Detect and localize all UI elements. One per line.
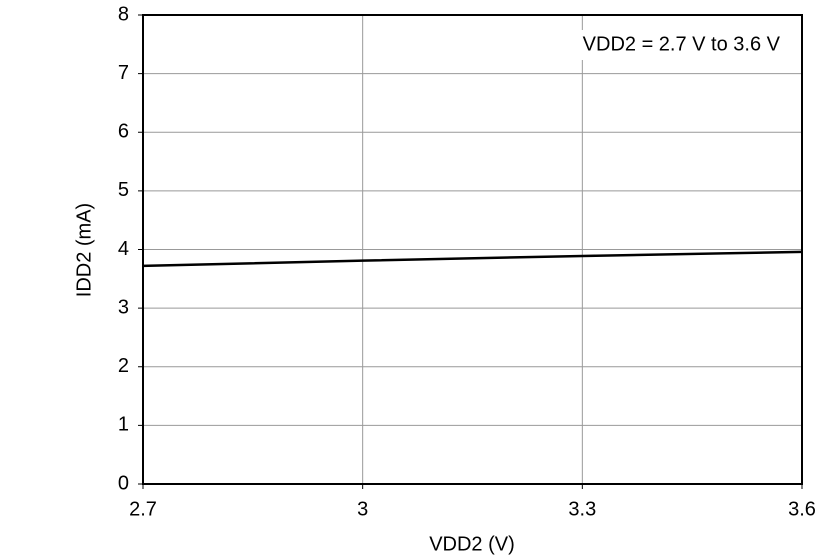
- y-axis-label: IDD2 (mA): [73, 203, 95, 297]
- y-tick-label: 2: [118, 355, 129, 377]
- y-tick-label: 1: [118, 414, 129, 436]
- x-tick-label: 3: [357, 498, 368, 520]
- y-tick-label: 3: [118, 296, 129, 318]
- marks: [142, 250, 803, 268]
- y-tick-label: 0: [118, 472, 129, 494]
- annotation-bg: [548, 30, 788, 60]
- x-tick-label: 2.7: [129, 498, 157, 520]
- y-tick-label: 7: [118, 62, 129, 84]
- grid: [138, 14, 803, 489]
- y-tick-label: 5: [118, 179, 129, 201]
- y-tick-label: 6: [118, 121, 129, 143]
- annotation: VDD2 = 2.7 V to 3.6 V: [583, 33, 781, 55]
- x-tick-label: 3.3: [568, 498, 596, 520]
- y-tick-label: 4: [118, 238, 129, 260]
- y-tick-label: 8: [118, 3, 129, 25]
- x-axis-label: VDD2 (V): [429, 533, 515, 555]
- plot-frame: [142, 14, 803, 485]
- x-tick-label: 3.6: [788, 498, 816, 520]
- series-line: [142, 250, 803, 268]
